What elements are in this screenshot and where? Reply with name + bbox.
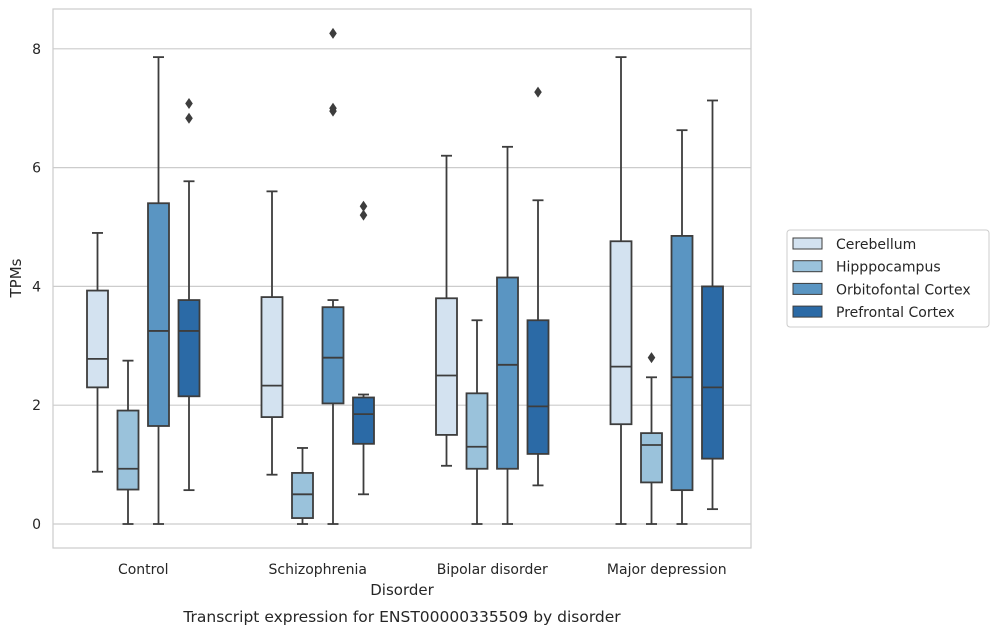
y-tick-label: 0 bbox=[32, 517, 41, 533]
box-iqr bbox=[260, 296, 284, 418]
box-0-0 bbox=[86, 232, 109, 473]
legend-label: Cerebellum bbox=[836, 237, 916, 253]
axis-ticks: 0 2 4 6 8 Control Schizophrenia Bipolar disorde… bbox=[32, 42, 727, 578]
legend-swatch bbox=[792, 260, 823, 273]
chart-caption: Transcript expression for ENST0000033550… bbox=[182, 608, 621, 626]
outlier-point bbox=[534, 86, 542, 98]
outlier-point bbox=[329, 102, 337, 114]
y-tick-label: 2 bbox=[32, 398, 41, 414]
box-3-1 bbox=[352, 200, 375, 496]
box-iqr bbox=[465, 392, 489, 470]
box-iqr bbox=[496, 276, 519, 470]
legend-swatch bbox=[792, 237, 823, 250]
legend-label: Prefrontal Cortex bbox=[836, 305, 955, 321]
legend-swatch bbox=[792, 305, 823, 318]
box-0-3 bbox=[609, 56, 633, 525]
x-axis-label: Disorder bbox=[370, 581, 434, 599]
box-2-2 bbox=[496, 145, 519, 525]
box-1-3 bbox=[640, 352, 663, 525]
outlier-point bbox=[329, 27, 337, 39]
y-tick-label: 4 bbox=[32, 279, 41, 295]
outlier-point bbox=[185, 112, 193, 124]
legend-label: Hipppocampus bbox=[836, 260, 941, 276]
legend-frame bbox=[786, 229, 990, 328]
legend-label: Orbitofontal Cortex bbox=[836, 282, 971, 298]
y-tick-label: 8 bbox=[32, 42, 41, 58]
box-iqr bbox=[670, 235, 694, 492]
x-tick-label: Control bbox=[118, 562, 169, 578]
box-3-3 bbox=[701, 99, 724, 511]
box-iqr bbox=[86, 289, 109, 389]
box-iqr bbox=[321, 306, 345, 405]
box-iqr bbox=[435, 297, 458, 436]
box-2-0 bbox=[147, 56, 170, 525]
box-iqr bbox=[701, 285, 724, 460]
box-iqr bbox=[291, 472, 314, 519]
box-iqr bbox=[526, 319, 550, 455]
box-iqr bbox=[116, 409, 140, 491]
y-axis-label: TPMs bbox=[7, 258, 25, 298]
box-iqr bbox=[640, 432, 663, 484]
box-2-3 bbox=[670, 129, 694, 525]
y-tick-label: 6 bbox=[32, 161, 41, 177]
box-3-2 bbox=[526, 86, 550, 487]
box-0-2 bbox=[435, 154, 458, 467]
box-0-1 bbox=[260, 190, 284, 476]
outlier-point bbox=[185, 97, 193, 109]
box-iqr bbox=[609, 240, 633, 426]
box-1-1 bbox=[291, 447, 314, 525]
outlier-point bbox=[359, 209, 368, 221]
outlier-point bbox=[647, 352, 656, 364]
box-1-0 bbox=[116, 359, 140, 525]
x-tick-label: Bipolar disorder bbox=[437, 562, 548, 578]
legend: Cerebellum Hipppocampus Orbitofontal Corte… bbox=[786, 229, 990, 328]
box-iqr bbox=[147, 202, 170, 427]
plot-frame bbox=[52, 8, 752, 549]
legend-swatch bbox=[792, 282, 823, 295]
x-tick-label: Major depression bbox=[607, 562, 727, 578]
box-series bbox=[86, 27, 724, 525]
box-1-2 bbox=[465, 319, 489, 525]
x-tick-label: Schizophrenia bbox=[269, 562, 367, 578]
box-iqr bbox=[352, 396, 375, 445]
box-3-0 bbox=[177, 97, 201, 492]
outlier-point bbox=[359, 200, 368, 212]
box-2-1 bbox=[321, 27, 345, 525]
box-iqr bbox=[177, 299, 201, 398]
